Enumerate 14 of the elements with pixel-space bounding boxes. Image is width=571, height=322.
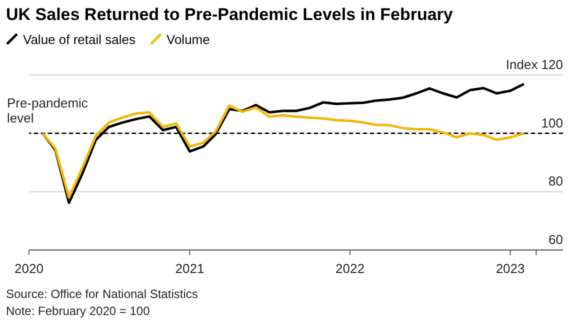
source-note: Source: Office for National Statistics	[6, 286, 199, 303]
y-tick-label: Index 120	[506, 57, 563, 72]
x-tick-label: 2021	[175, 261, 204, 276]
x-tick-label: 2023	[496, 261, 525, 276]
x-tick-label: 2022	[336, 261, 364, 276]
y-tick-label: 60	[548, 232, 563, 247]
x-tick-label: 2020	[14, 261, 44, 276]
text: Note: February 2020 = 100	[6, 303, 151, 320]
y-tick-label: 100	[541, 115, 563, 130]
y-tick-label: 80	[548, 174, 563, 189]
legend-label: Volume	[166, 32, 210, 46]
ref-line-label: Pre-pandemic level	[7, 95, 88, 126]
legend-label: Value of retail sales	[22, 32, 136, 46]
chart-title: UK Sales Returned to Pre-Pandemic Levels in February	[5, 4, 454, 26]
